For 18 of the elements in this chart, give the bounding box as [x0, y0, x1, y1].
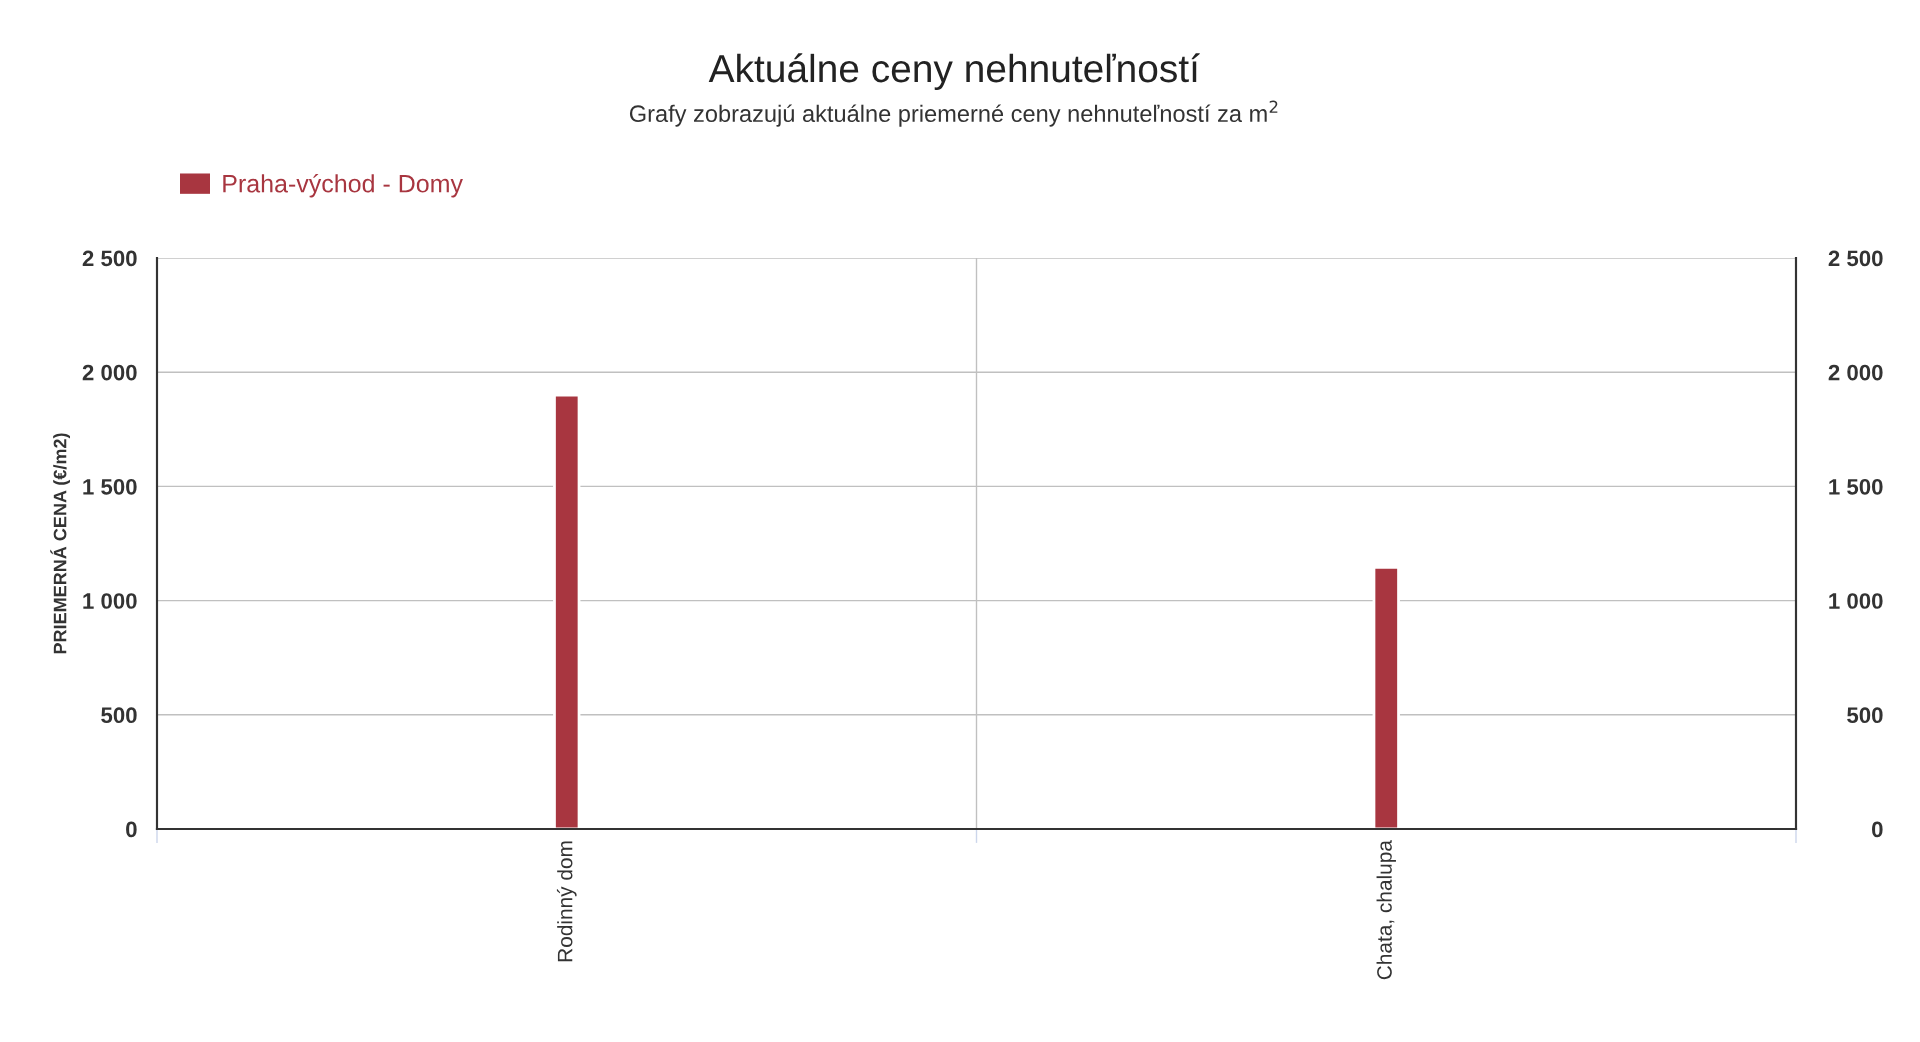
y-axis-title: PRIEMERNÁ CENA (€/m2)	[50, 433, 70, 654]
y2-tick-label: 1 500	[1829, 478, 1883, 495]
y2-tick-label: 0	[1872, 821, 1883, 838]
y-tick-label: 500	[101, 707, 137, 724]
y2-tick-label: 500	[1847, 707, 1883, 724]
chart-subtitle: Grafy zobrazujú aktuálne priemerné ceny nehnuteľností za m$^{2}$	[629, 100, 1278, 127]
x-tick-label: Chata, chalupa	[1376, 840, 1396, 980]
y2-tick-label: 2 000	[1828, 364, 1883, 381]
y-tick-label: 2 500	[82, 250, 137, 267]
y-tick-label: 2 000	[82, 364, 137, 381]
chart-title: Aktuálne ceny nehnuteľností	[708, 53, 1200, 91]
y2-tick-label: 1 000	[1829, 593, 1883, 609]
y-tick-label: 0	[126, 821, 137, 838]
y-tick-label: 1 500	[83, 478, 137, 495]
legend-label: Praha-východ - Domy	[223, 173, 463, 198]
x-tick-label: Rodinný dom	[556, 841, 577, 962]
y-tick-label: 1 000	[83, 593, 137, 609]
y2-tick-label: 2 500	[1828, 250, 1883, 267]
